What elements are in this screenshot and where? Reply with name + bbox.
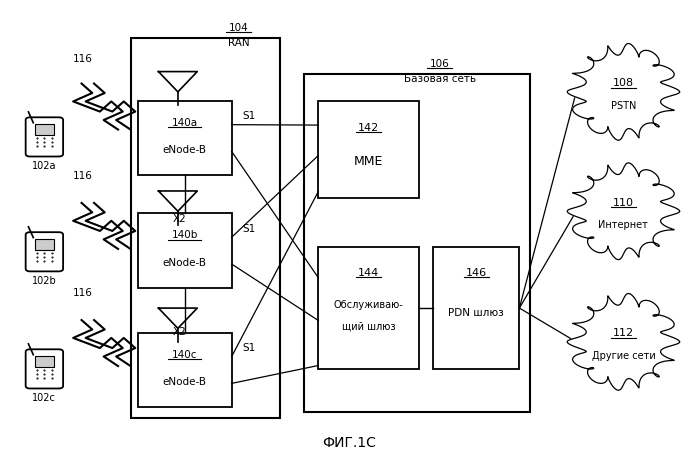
Bar <box>138 101 231 176</box>
Text: 142: 142 <box>358 123 379 133</box>
Polygon shape <box>568 45 679 141</box>
Bar <box>318 248 419 369</box>
Text: 140a: 140a <box>172 117 198 127</box>
Text: 146: 146 <box>466 267 487 277</box>
Text: X2: X2 <box>173 326 187 336</box>
Text: 102b: 102b <box>32 276 57 286</box>
Bar <box>131 39 280 419</box>
Text: eNode-B: eNode-B <box>163 145 207 155</box>
Text: eNode-B: eNode-B <box>163 376 207 386</box>
Text: 144: 144 <box>358 267 379 277</box>
Text: 116: 116 <box>73 54 92 64</box>
Text: щий шлюз: щий шлюз <box>342 320 396 330</box>
Text: ФИГ.1С: ФИГ.1С <box>322 435 377 450</box>
Bar <box>138 214 231 288</box>
Bar <box>433 248 519 369</box>
Text: 140b: 140b <box>172 230 198 240</box>
Text: Базовая сеть: Базовая сеть <box>403 74 476 84</box>
Text: RAN: RAN <box>228 38 250 48</box>
Text: S1: S1 <box>242 342 255 352</box>
Text: 140c: 140c <box>172 349 198 359</box>
Bar <box>35 357 54 367</box>
Text: 110: 110 <box>613 197 634 207</box>
Text: Интернет: Интернет <box>598 220 649 230</box>
Bar <box>318 101 419 198</box>
Bar <box>35 125 54 136</box>
Bar <box>35 240 54 251</box>
Bar <box>138 333 231 407</box>
Text: 108: 108 <box>613 78 634 88</box>
Text: eNode-B: eNode-B <box>163 257 207 267</box>
Bar <box>305 75 530 412</box>
Text: S1: S1 <box>242 111 255 121</box>
FancyBboxPatch shape <box>26 233 63 272</box>
Polygon shape <box>568 163 679 260</box>
Text: 102c: 102c <box>32 393 57 402</box>
Text: S1: S1 <box>242 223 255 233</box>
Text: 116: 116 <box>73 171 92 181</box>
Text: 112: 112 <box>613 328 634 338</box>
Text: 116: 116 <box>73 288 92 298</box>
Text: Обслуживаю-: Обслуживаю- <box>333 300 403 310</box>
FancyBboxPatch shape <box>26 118 63 157</box>
Text: PSTN: PSTN <box>611 101 636 111</box>
Text: MME: MME <box>354 155 383 168</box>
Text: 104: 104 <box>229 22 248 32</box>
Text: PDN шлюз: PDN шлюз <box>448 307 504 317</box>
Text: 106: 106 <box>430 58 449 68</box>
Text: Другие сети: Другие сети <box>591 350 655 360</box>
Text: X2: X2 <box>173 213 187 223</box>
Text: 102a: 102a <box>32 161 57 171</box>
Polygon shape <box>568 294 679 390</box>
FancyBboxPatch shape <box>26 349 63 389</box>
